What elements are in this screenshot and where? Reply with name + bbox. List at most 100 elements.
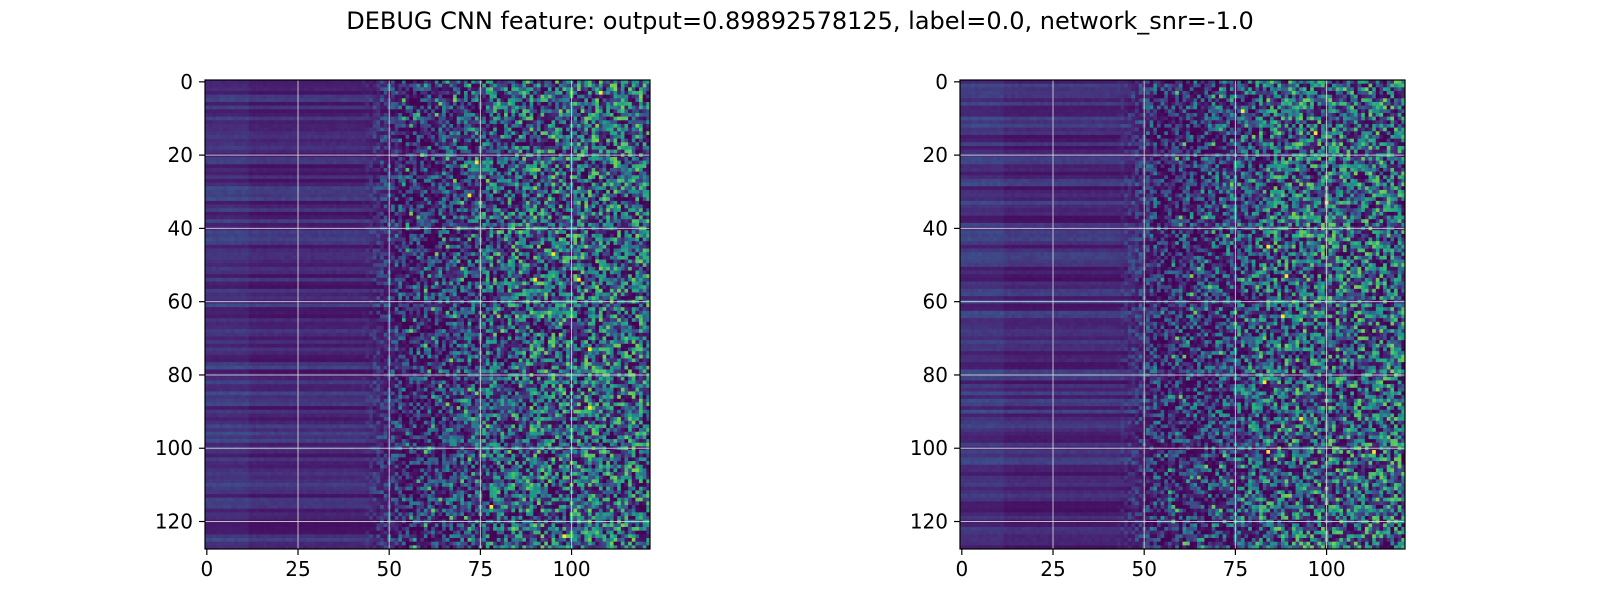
heatmap-cell [420, 101, 425, 106]
heatmap-cell [438, 112, 443, 117]
heatmap-cell [245, 87, 250, 92]
heatmap-cell [547, 120, 552, 125]
heatmap-cell [267, 142, 272, 147]
heatmap-cell [391, 160, 396, 165]
heatmap-cell [558, 171, 563, 176]
heatmap-cell [314, 175, 319, 180]
heatmap-cell [434, 109, 439, 114]
heatmap-cell [339, 156, 344, 161]
heatmap-cell [219, 131, 224, 136]
heatmap-cell [391, 98, 396, 103]
heatmap-cell [219, 149, 224, 154]
heatmap-cell [263, 171, 268, 176]
heatmap-cell [212, 175, 217, 180]
heatmap-cell [405, 178, 410, 183]
heatmap-cell [365, 145, 370, 150]
heatmap-cell [409, 186, 414, 191]
heatmap-cell [591, 116, 596, 121]
heatmap-cell [562, 120, 567, 125]
heatmap-cell [558, 98, 563, 103]
heatmap-cell [449, 90, 454, 95]
heatmap-cell [277, 197, 282, 202]
heatmap-cell [398, 175, 403, 180]
heatmap-cell [445, 131, 450, 136]
heatmap-cell [339, 131, 344, 136]
heatmap-cell [635, 164, 640, 169]
heatmap-cell [303, 171, 308, 176]
heatmap-cell [259, 182, 264, 187]
heatmap-cell [617, 160, 622, 165]
heatmap-cell [482, 193, 487, 198]
heatmap-cell [361, 134, 366, 139]
heatmap-cell [398, 186, 403, 191]
heatmap-cell [558, 112, 563, 117]
heatmap-cell [525, 160, 530, 165]
heatmap-cell [394, 120, 399, 125]
heatmap-cell [580, 80, 585, 85]
heatmap-cell [529, 131, 534, 136]
heatmap-cell [314, 123, 319, 128]
heatmap-cell [584, 178, 589, 183]
heatmap-cell [310, 189, 315, 194]
heatmap-cell [515, 197, 520, 202]
heatmap-cell [587, 208, 592, 213]
heatmap-cell [431, 175, 436, 180]
heatmap-cell [442, 116, 447, 121]
heatmap-cell [533, 215, 538, 220]
heatmap-cell [598, 109, 603, 114]
heatmap-cell [336, 112, 341, 117]
heatmap-cell [598, 131, 603, 136]
heatmap-cell [310, 101, 315, 106]
heatmap-cell [248, 94, 253, 99]
heatmap-cell [365, 105, 370, 110]
heatmap-cell [314, 193, 319, 198]
heatmap-cell [423, 189, 428, 194]
heatmap-cell [219, 127, 224, 132]
heatmap-cell [372, 215, 377, 220]
heatmap-cell [533, 208, 538, 213]
heatmap-cell [529, 211, 534, 216]
heatmap-cell [205, 145, 209, 150]
heatmap-cell [277, 142, 282, 147]
heatmap-cell [631, 127, 636, 132]
heatmap-cell [420, 208, 425, 213]
heatmap-cell [438, 164, 443, 169]
heatmap-cell [358, 193, 363, 198]
heatmap-cell [598, 123, 603, 128]
heatmap-cell [500, 171, 505, 176]
heatmap-cell [558, 156, 563, 161]
heatmap-cell [540, 204, 545, 209]
heatmap-cell [394, 208, 399, 213]
heatmap-cell [602, 211, 607, 216]
heatmap-cell [555, 80, 560, 85]
heatmap-cell [442, 208, 447, 213]
heatmap-cell [504, 80, 509, 85]
heatmap-cell [332, 142, 337, 147]
heatmap-cell [595, 123, 600, 128]
heatmap-cell [321, 204, 326, 209]
heatmap-cell [474, 222, 479, 227]
heatmap-cell [219, 87, 224, 92]
heatmap-cell [354, 87, 359, 92]
heatmap-cell [343, 120, 348, 125]
heatmap-cell [609, 160, 614, 165]
heatmap-cell [248, 200, 253, 205]
heatmap-cell [215, 87, 220, 92]
heatmap-cell [354, 116, 359, 121]
heatmap-cell [434, 138, 439, 143]
heatmap-cell [372, 208, 377, 213]
heatmap-cell [208, 112, 213, 117]
heatmap-cell [361, 80, 366, 85]
heatmap-cell [573, 131, 578, 136]
heatmap-cell [274, 189, 279, 194]
heatmap-cell [267, 90, 272, 95]
heatmap-cell [347, 94, 352, 99]
heatmap-cell [270, 149, 275, 154]
heatmap-cell [234, 98, 239, 103]
heatmap-cell [380, 200, 385, 205]
heatmap-cell [431, 204, 436, 209]
heatmap-cell [467, 200, 472, 205]
heatmap-cell [339, 193, 344, 198]
heatmap-cell [536, 87, 541, 92]
heatmap-cell [620, 131, 625, 136]
